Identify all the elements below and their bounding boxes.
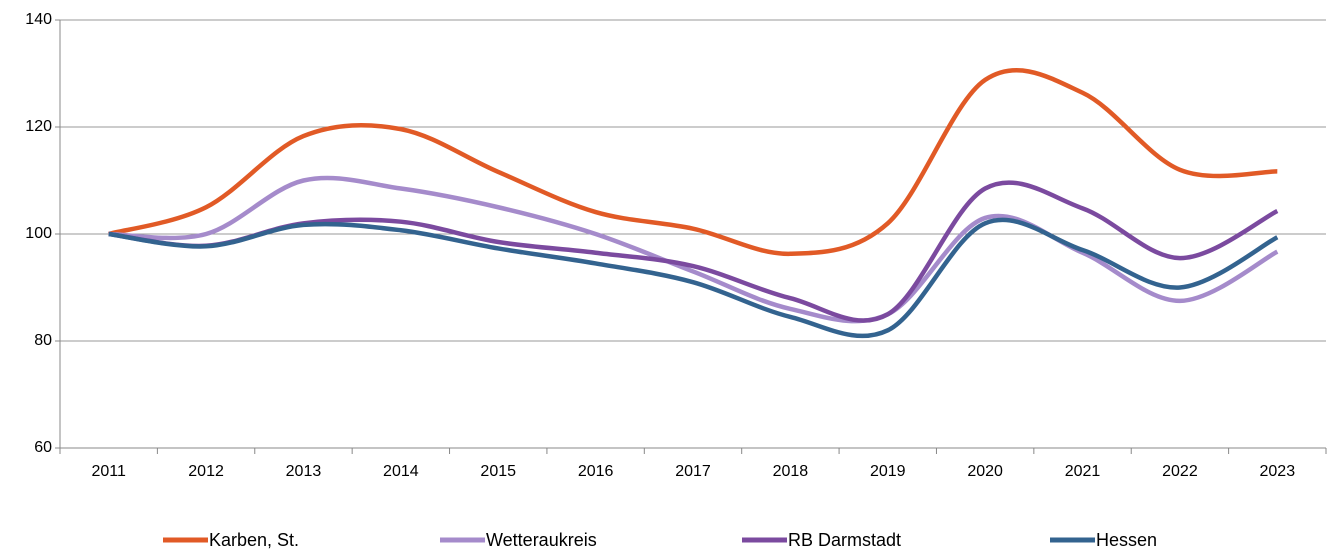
y-tick-label: 100 xyxy=(25,225,52,242)
x-tick-label: 2015 xyxy=(480,463,516,480)
series-line xyxy=(108,180,1279,323)
legend-label: Wetteraukreis xyxy=(486,530,597,550)
x-tick-label: 2011 xyxy=(91,463,126,480)
legend-label: Hessen xyxy=(1096,530,1157,550)
x-tick-label: 2012 xyxy=(188,463,224,480)
y-tick-label: 80 xyxy=(34,332,52,349)
x-tick-label: 2019 xyxy=(870,463,906,480)
series-line xyxy=(108,68,1278,257)
x-tick-label: 2016 xyxy=(578,463,614,480)
x-tick-label: 2023 xyxy=(1260,463,1296,480)
x-tick-label: 2013 xyxy=(286,463,322,480)
series-line xyxy=(108,175,1279,324)
legend-label: RB Darmstadt xyxy=(788,530,901,550)
series-line xyxy=(108,217,1279,339)
legend-label: Karben, St. xyxy=(209,530,299,550)
x-tick-label: 2020 xyxy=(967,463,1003,480)
x-tick-label: 2018 xyxy=(773,463,809,480)
x-tick-label: 2014 xyxy=(383,463,419,480)
y-tick-label: 120 xyxy=(25,118,52,135)
x-tick-label: 2021 xyxy=(1065,463,1101,480)
x-tick-label: 2017 xyxy=(675,463,711,480)
y-tick-label: 60 xyxy=(34,439,52,456)
x-tick-label: 2022 xyxy=(1162,463,1198,480)
y-tick-label: 140 xyxy=(25,11,52,28)
